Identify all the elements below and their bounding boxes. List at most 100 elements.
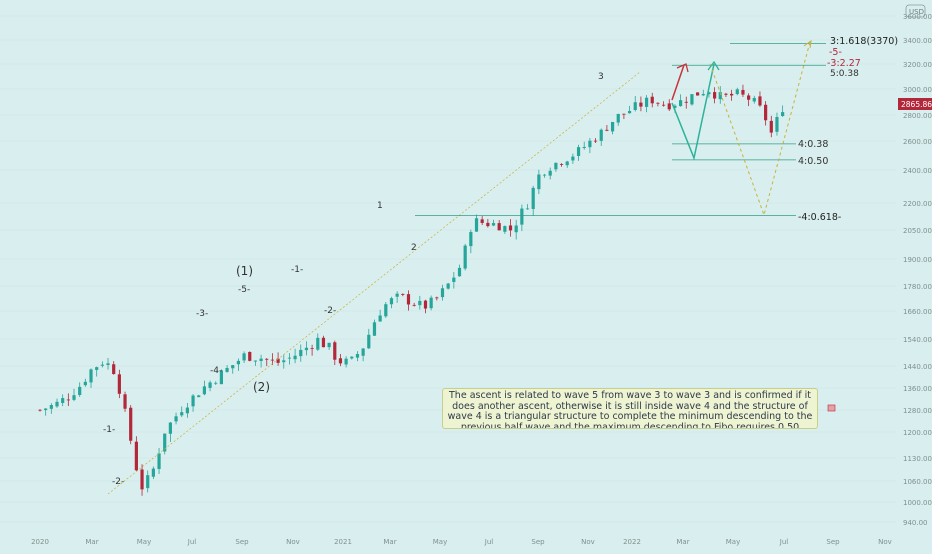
candle-body xyxy=(486,222,490,227)
candle-body xyxy=(174,416,178,422)
candle-body xyxy=(752,97,756,102)
x-tick-label: Sep xyxy=(826,538,840,546)
candle-body xyxy=(282,360,286,363)
candle-body xyxy=(718,92,722,100)
candle-body xyxy=(95,367,99,370)
y-tick-label: 2400.00 xyxy=(903,167,932,175)
candle-body xyxy=(265,358,269,360)
candle-body xyxy=(151,468,155,477)
y-tick-label: 2800.00 xyxy=(903,112,932,120)
wave-label-2: 2 xyxy=(411,243,417,253)
candle-body xyxy=(730,93,734,96)
candle-body xyxy=(355,354,360,358)
candle-body xyxy=(66,399,70,401)
candle-body xyxy=(299,349,303,357)
y-tick-label: 2050.00 xyxy=(903,227,932,235)
alert-icon[interactable] xyxy=(827,404,836,412)
arrow-head-red xyxy=(676,63,689,73)
candle-body xyxy=(61,398,65,403)
candle-body xyxy=(622,113,626,115)
candle-body xyxy=(531,187,535,209)
candle-body xyxy=(769,120,773,133)
x-tick-label: Jul xyxy=(779,538,789,546)
candle-body xyxy=(610,121,615,132)
candle-body xyxy=(89,369,93,383)
fib-label-4-038: 4:0.38 xyxy=(798,139,828,150)
x-tick-label: 2021 xyxy=(334,538,352,546)
x-tick-label: Jul xyxy=(484,538,494,546)
wave-label-minor-4: -4- xyxy=(210,366,222,376)
candle-body xyxy=(49,405,53,409)
candle-body xyxy=(100,364,104,366)
candle-body xyxy=(146,475,150,489)
candle-body xyxy=(525,208,530,210)
y-tick-label: 1780.00 xyxy=(903,283,932,291)
candle-body xyxy=(605,129,609,131)
x-tick-label: 2020 xyxy=(31,538,49,546)
candle-body xyxy=(667,103,671,110)
y-tick-label: 3400.00 xyxy=(903,37,932,45)
candle-body xyxy=(350,356,354,359)
x-tick-label: May xyxy=(726,538,740,546)
candle-body xyxy=(163,433,167,452)
wave-label-3: 3 xyxy=(598,72,604,82)
x-tick-label: 2022 xyxy=(623,538,641,546)
candle-body xyxy=(168,422,172,434)
currency-label: USD xyxy=(909,8,924,16)
candle-body xyxy=(599,129,603,141)
candle-body xyxy=(55,401,59,407)
x-tick-label: Nov xyxy=(286,538,300,546)
candle-body xyxy=(576,147,581,157)
candle-body xyxy=(678,100,683,107)
candle-body xyxy=(406,294,411,305)
y-tick-label: 1440.00 xyxy=(903,363,932,371)
candle-body xyxy=(491,223,496,226)
candle-body xyxy=(593,140,598,142)
candle-body xyxy=(423,300,428,309)
candle-body xyxy=(219,370,224,385)
candle-body xyxy=(378,315,382,322)
y-tick-label: 3000.00 xyxy=(903,86,932,94)
candle-body xyxy=(117,374,121,394)
last-price-label: 2865.86 xyxy=(901,100,932,109)
candle-body xyxy=(412,304,416,306)
candle-body xyxy=(747,95,751,100)
candle-body xyxy=(781,112,785,117)
candle-body xyxy=(338,358,343,364)
candle-body xyxy=(361,348,365,356)
projection-path-dashed xyxy=(709,41,811,217)
projection-path-red xyxy=(671,64,685,101)
candle-body xyxy=(463,245,467,269)
candle-body xyxy=(157,453,161,469)
candle-body xyxy=(123,394,127,409)
candle-body xyxy=(440,288,445,298)
candle-body xyxy=(758,96,762,106)
candle-body xyxy=(38,409,42,411)
candle-body xyxy=(248,351,252,361)
candle-body xyxy=(310,348,314,350)
candle-body xyxy=(202,386,206,395)
candle-body xyxy=(520,208,524,225)
candle-body xyxy=(633,102,637,110)
currency-badge xyxy=(905,4,926,18)
candle-body xyxy=(503,226,507,232)
x-tick-label: Mar xyxy=(676,538,689,546)
candle-body xyxy=(316,337,320,350)
candle-body xyxy=(452,277,456,282)
candle-body xyxy=(741,90,745,95)
x-tick-label: Mar xyxy=(383,538,396,546)
y-tick-label: 1540.00 xyxy=(903,336,932,344)
wave-label-1: 1 xyxy=(377,201,383,211)
candle-body xyxy=(327,342,331,348)
candle-body xyxy=(764,104,768,121)
candle-body xyxy=(78,386,82,395)
candle-body xyxy=(384,304,388,317)
fib-label-5-038: 5:0.38 xyxy=(830,69,859,79)
candle-body xyxy=(231,365,235,369)
x-tick-label: May xyxy=(433,538,447,546)
candle-body xyxy=(435,297,439,299)
x-tick-label: Sep xyxy=(531,538,545,546)
candle-body xyxy=(197,395,201,398)
candle-body xyxy=(242,353,246,361)
